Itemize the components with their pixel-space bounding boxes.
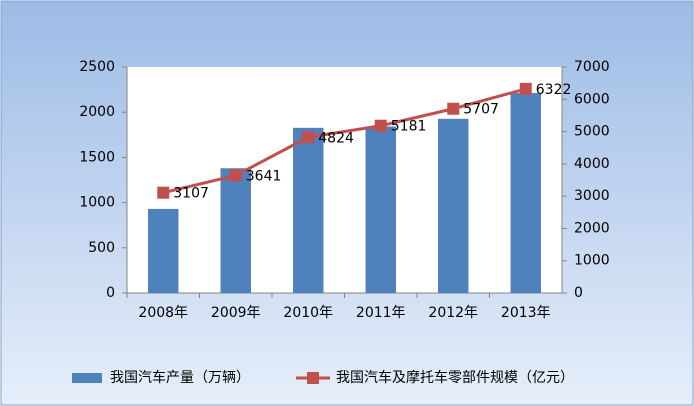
- data-label: 5181: [391, 119, 427, 135]
- y2-tick-label: 1000: [574, 253, 610, 269]
- y2-tick-label: 3000: [574, 188, 610, 204]
- y-tick-label: 2500: [79, 59, 115, 75]
- y-tick-label: 1500: [79, 149, 115, 165]
- y-tick-label: 0: [106, 285, 115, 301]
- data-label: 4824: [318, 130, 354, 146]
- bar: [293, 127, 324, 293]
- line: [162, 87, 527, 195]
- x-tick-label: 2012年: [428, 305, 478, 321]
- legend-label: 我国汽车产量（万辆）: [110, 369, 250, 386]
- y-tick-label: 500: [88, 240, 115, 256]
- marker: [519, 82, 532, 95]
- plot-area: [127, 67, 562, 293]
- marker: [157, 186, 170, 199]
- y2-tick-label: 7000: [574, 59, 610, 75]
- legend-marker: [307, 372, 319, 384]
- data-label: 6322: [536, 82, 572, 98]
- bar: [148, 208, 179, 293]
- x-tick-label: 2013年: [501, 305, 551, 321]
- y2-tick-label: 4000: [574, 156, 610, 172]
- bar: [365, 126, 396, 293]
- x-tick-label: 2009年: [211, 305, 261, 321]
- y2-tick-label: 5000: [574, 124, 610, 140]
- bar: [438, 118, 469, 294]
- y2-tick-label: 6000: [574, 91, 610, 107]
- marker: [229, 169, 242, 182]
- legend-label: 我国汽车及摩托车零部件规模（亿元）: [336, 369, 574, 386]
- legend-swatch: [72, 373, 102, 383]
- y2-tick-label: 2000: [574, 220, 610, 236]
- y-tick-label: 1000: [79, 195, 115, 211]
- x-tick-label: 2010年: [283, 305, 333, 321]
- data-label: 3107: [173, 186, 209, 202]
- bar: [220, 168, 251, 293]
- data-label: 5707: [463, 102, 499, 118]
- x-tick-label: 2011年: [356, 305, 406, 321]
- bar: [510, 93, 541, 293]
- x-tick-label: 2008年: [138, 305, 188, 321]
- y2-tick-label: 0: [574, 285, 583, 301]
- data-label: 3641: [246, 168, 282, 184]
- y-tick-label: 2000: [79, 104, 115, 120]
- marker: [374, 119, 387, 132]
- marker: [447, 102, 460, 115]
- marker: [302, 131, 315, 144]
